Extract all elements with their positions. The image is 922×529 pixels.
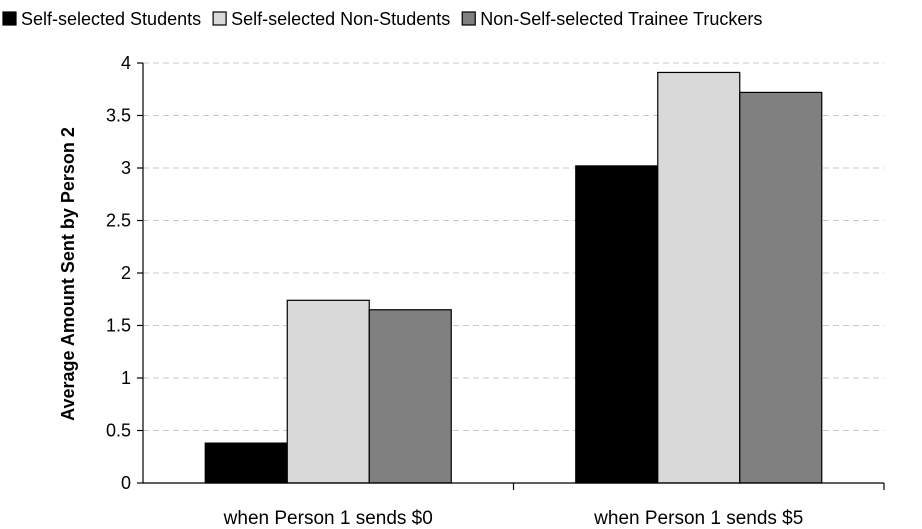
- legend-swatch: [212, 11, 227, 26]
- legend: Self-selected Students Self-selected Non-…: [2, 9, 762, 29]
- y-tick-label: 1.5: [106, 316, 131, 336]
- axes: [137, 62, 885, 490]
- y-tick-label: 2.5: [106, 211, 131, 231]
- legend-item: Self-selected Non-Students: [212, 9, 450, 29]
- legend-swatch: [2, 11, 17, 26]
- bar: [204, 442, 288, 484]
- y-tick-label: 3: [121, 158, 131, 178]
- legend-label: Self-selected Non-Students: [231, 9, 450, 29]
- y-axis-title: Average Amount Sent by Person 2: [58, 127, 78, 421]
- legend-item: Self-selected Students: [2, 9, 201, 29]
- gridlines: [143, 62, 884, 431]
- y-tick-label: 0.5: [106, 421, 131, 441]
- bar: [657, 71, 741, 484]
- y-tick-label: 2: [121, 263, 131, 283]
- y-tick-label: 1: [121, 368, 131, 388]
- legend-swatch: [461, 11, 476, 26]
- bar: [286, 299, 370, 484]
- y-tick-label: 4: [121, 53, 131, 73]
- bar: [368, 309, 452, 484]
- legend-label: Self-selected Students: [21, 9, 201, 29]
- x-category-labels: when Person 1 sends $0 when Person 1 send…: [223, 508, 804, 529]
- bar: [575, 165, 659, 484]
- x-category-label: when Person 1 sends $0: [223, 508, 433, 529]
- y-tick-label: 0: [121, 473, 131, 493]
- legend-label: Non-Self-selected Trainee Truckers: [480, 9, 762, 29]
- y-tick-label: 3.5: [106, 106, 131, 126]
- bar: [739, 91, 823, 484]
- x-category-label: when Person 1 sends $5: [593, 508, 803, 529]
- y-tick-labels: 0 0.5 1 1.5 2 2.5 3 3.5 4: [106, 53, 131, 493]
- legend-item: Non-Self-selected Trainee Truckers: [461, 9, 762, 29]
- bars: [204, 71, 823, 484]
